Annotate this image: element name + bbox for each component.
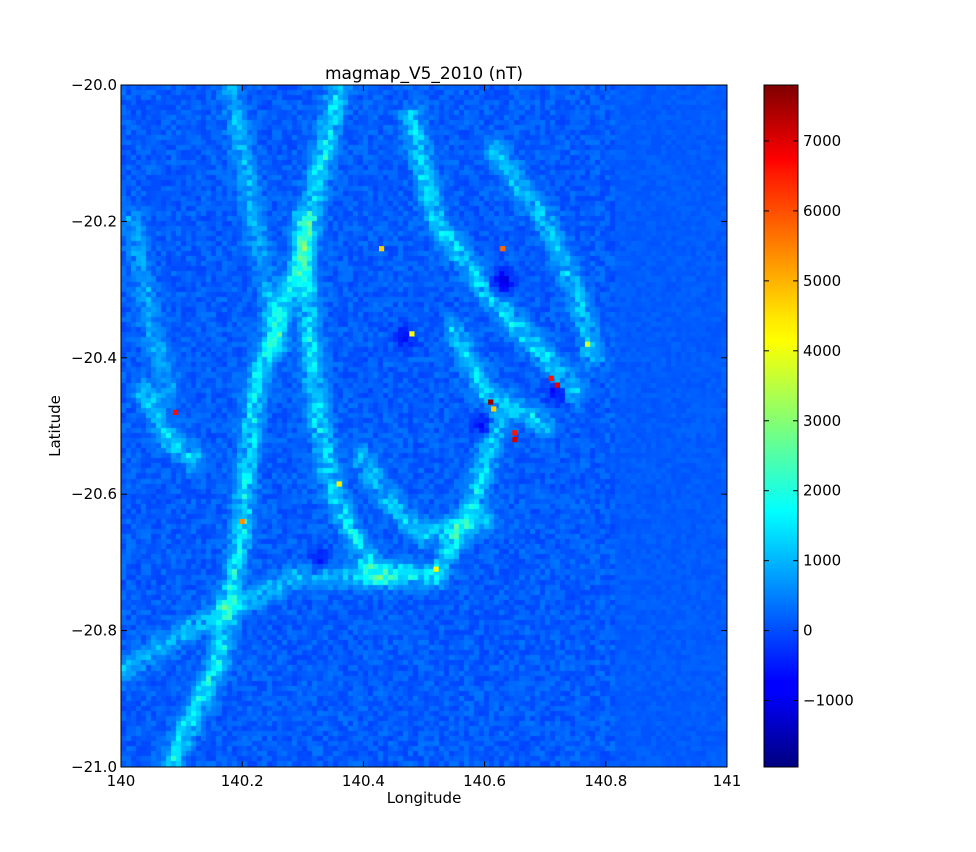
- colorbar-tick-label: 5000: [803, 272, 841, 290]
- hotspot-cell: [512, 437, 518, 443]
- x-tick-label: 140.8: [584, 772, 627, 790]
- hotspot-cell: [336, 481, 342, 487]
- hotspot-cell: [379, 246, 385, 252]
- y-tick-label: −20.4: [71, 349, 117, 367]
- colorbar-tick-label: −1000: [803, 692, 854, 710]
- colorbar: −1000 0 1000 2000 3000 4000 5000 6000 7000: [763, 84, 854, 768]
- colorbar-tick-label: 0: [803, 622, 813, 640]
- colorbar-tick-label: 1000: [803, 552, 841, 570]
- colorbar-gradient: [763, 84, 799, 768]
- colorbar-ticks: −1000 0 1000 2000 3000 4000 5000 6000 7000: [764, 132, 854, 710]
- x-axis-label: Longitude: [387, 789, 462, 807]
- hotspot-marks: [172, 246, 591, 572]
- hotspot-cell: [172, 409, 179, 415]
- x-tick-label: 141: [713, 772, 742, 790]
- x-tick-label: 140: [107, 772, 136, 790]
- colorbar-tick-label: 3000: [803, 412, 841, 430]
- hotspot-cell: [409, 331, 415, 337]
- y-axis: −20.0 −20.2 −20.4 −20.6 −20.8 −21.0: [71, 76, 727, 776]
- hotspot-cell: [491, 406, 497, 412]
- colorbar-tick-label: 7000: [803, 132, 841, 150]
- x-tick-label: 140.6: [463, 772, 506, 790]
- hotspot-cell: [500, 246, 506, 252]
- y-tick-label: −20.6: [71, 485, 117, 503]
- y-tick-label: −21.0: [71, 758, 117, 776]
- y-tick-label: −20.0: [71, 76, 117, 94]
- colorbar-tick-label: 2000: [803, 482, 841, 500]
- heatmap-image: [121, 85, 727, 767]
- hotspot-cell: [239, 518, 245, 525]
- colorbar-tick-label: 4000: [803, 342, 841, 360]
- y-tick-label: −20.2: [71, 212, 117, 230]
- x-axis: 140 140.2 140.4 140.6 140.8 141: [107, 85, 742, 790]
- plot-area: [120, 84, 728, 768]
- hotspot-cell: [433, 566, 439, 572]
- hotspot-cell: [488, 399, 494, 405]
- y-tick-label: −20.8: [71, 622, 117, 640]
- x-tick-label: 140.2: [221, 772, 264, 790]
- colorbar-tick-label: 6000: [803, 202, 841, 220]
- chart-title: magmap_V5_2010 (nT): [325, 64, 523, 84]
- hotspot-cell: [512, 430, 518, 436]
- hotspot-cell: [585, 341, 591, 347]
- hotspot-cell: [548, 375, 554, 381]
- x-tick-label: 140.4: [342, 772, 385, 790]
- y-axis-label: Latitude: [46, 395, 64, 457]
- plot-frame: [120, 84, 728, 768]
- hotspot-cell: [554, 382, 560, 388]
